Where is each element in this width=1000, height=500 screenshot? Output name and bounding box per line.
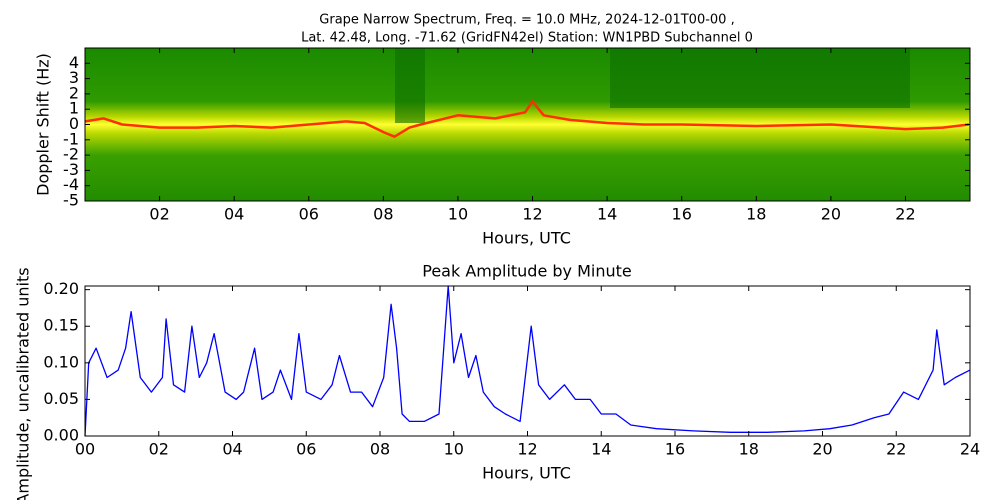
x-axis-label: Hours, UTC (482, 229, 571, 248)
x-tick-label: 06 (296, 440, 316, 459)
x-tick-label: 14 (597, 205, 617, 224)
x-tick-label: 02 (149, 205, 169, 224)
y-tick-label: 0 (69, 114, 79, 133)
x-tick-label: 20 (812, 440, 832, 459)
x-tick-label: 06 (299, 205, 319, 224)
x-tick-label: 16 (672, 205, 692, 224)
x-tick-label: 14 (591, 440, 611, 459)
y-tick-label: 4 (69, 53, 79, 72)
x-tick-label: 12 (517, 440, 537, 459)
chart-title: Lat. 42.48, Long. -71.62 (GridFN42el) St… (301, 31, 753, 46)
y-tick-label: 2 (69, 83, 79, 102)
y-tick-label: -1 (63, 129, 79, 148)
y-tick-label: -2 (63, 145, 79, 164)
y-tick-label: 0.20 (43, 279, 79, 298)
x-tick-label: 00 (75, 440, 95, 459)
y-tick-label: -3 (63, 160, 79, 179)
chart-title: Peak Amplitude by Minute (422, 262, 632, 281)
y-tick-label: 3 (69, 68, 79, 87)
x-tick-label: 12 (522, 205, 542, 224)
x-tick-label: 24 (960, 440, 980, 459)
chart-title: Grape Narrow Spectrum, Freq. = 10.0 MHz,… (319, 13, 734, 28)
x-tick-label: 04 (222, 440, 242, 459)
x-tick-label: 22 (886, 440, 906, 459)
amplitude-line (84, 285, 971, 437)
x-tick-label: 10 (444, 440, 464, 459)
x-tick-label: 18 (739, 440, 759, 459)
x-tick-label: 08 (373, 205, 393, 224)
y-tick-label: 0.10 (43, 352, 79, 371)
spectrogram-shade (395, 48, 425, 123)
y-tick-label: 0.15 (43, 316, 79, 335)
y-tick-label: 1 (69, 99, 79, 118)
x-tick-label: 02 (149, 440, 169, 459)
x-tick-label: 20 (821, 205, 841, 224)
y-tick-label: -5 (63, 191, 79, 210)
y-tick-label: 0.05 (43, 389, 79, 408)
x-tick-label: 08 (370, 440, 390, 459)
x-axis-label: Hours, UTC (482, 464, 571, 483)
x-tick-label: 10 (448, 205, 468, 224)
doppler-trace (84, 100, 970, 138)
spectrogram-shade (610, 48, 910, 108)
x-tick-label: 16 (665, 440, 685, 459)
y-tick-label: 0.00 (43, 426, 79, 445)
x-tick-label: 18 (746, 205, 766, 224)
y-tick-label: -4 (63, 175, 79, 194)
x-tick-label: 04 (224, 205, 244, 224)
y-axis-label: Amplitude, uncalibrated units (14, 267, 33, 500)
y-axis-label: Doppler Shift (Hz) (34, 53, 53, 196)
x-tick-label: 22 (895, 205, 915, 224)
